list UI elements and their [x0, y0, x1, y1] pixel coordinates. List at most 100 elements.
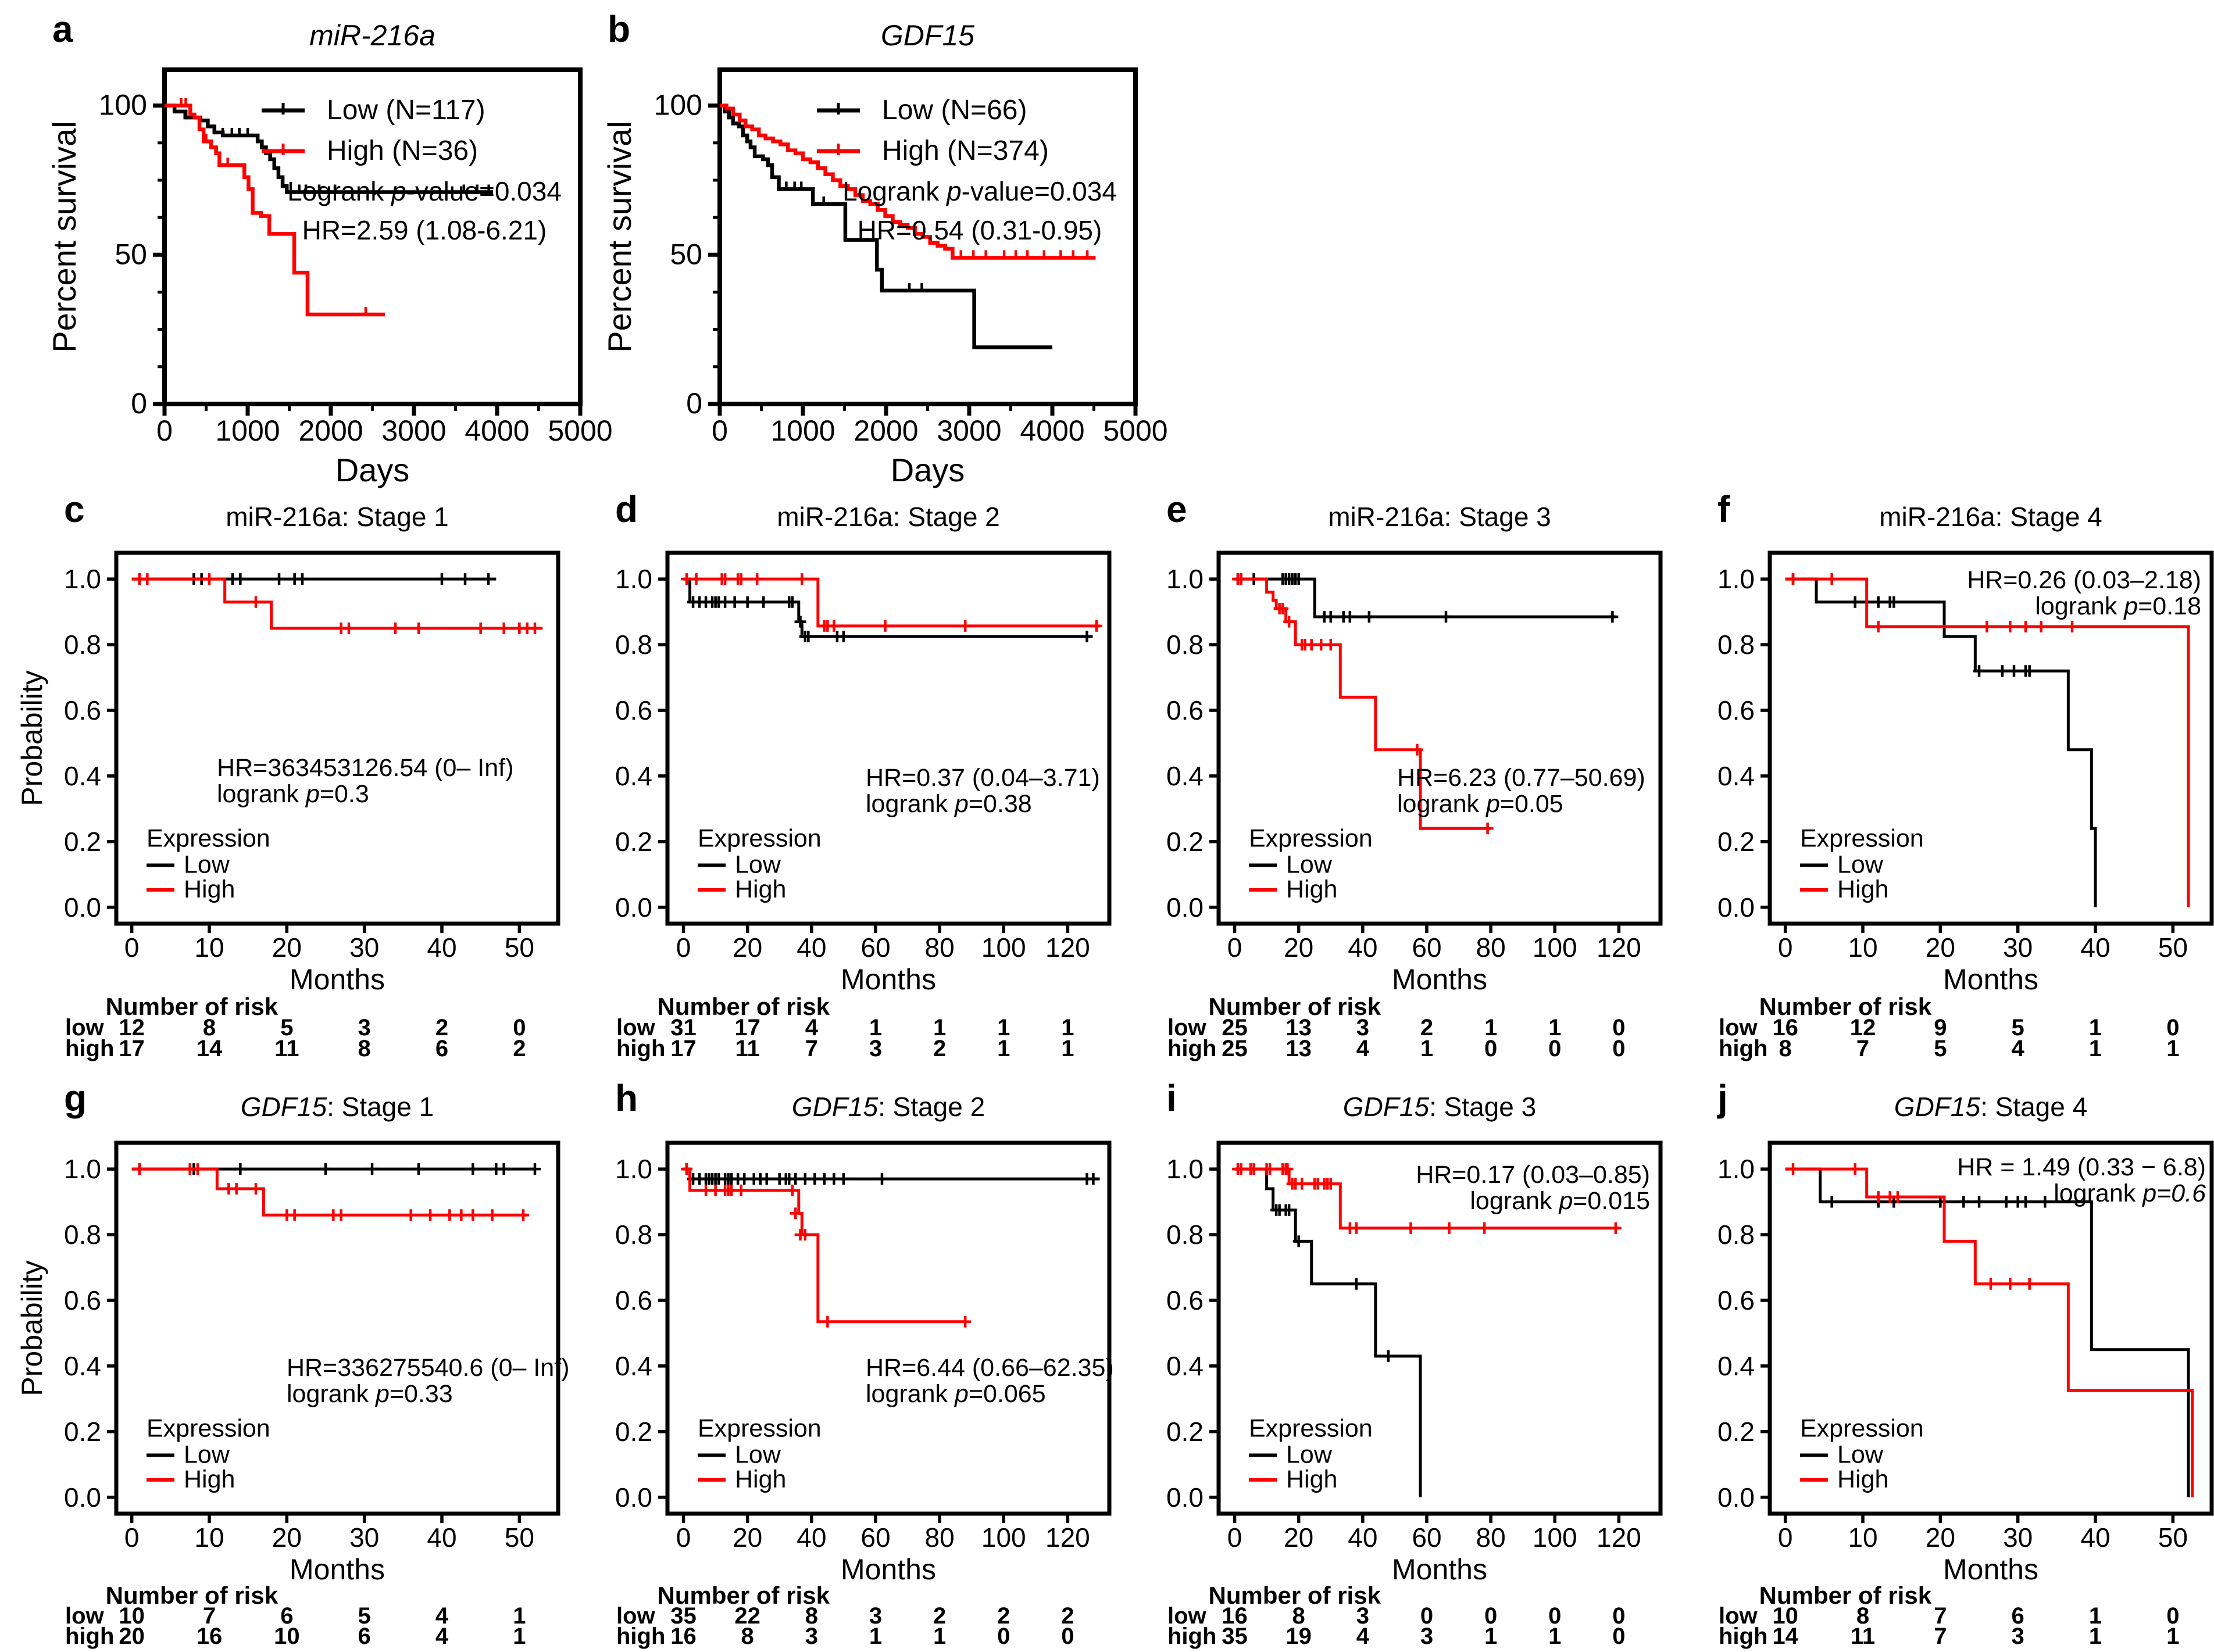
risk-table-header: Number of risk: [658, 993, 830, 1020]
x-tick-label: 2000: [854, 414, 918, 447]
y-tick-label: 0.8: [64, 1220, 101, 1250]
panel-label-g: g: [64, 1077, 87, 1119]
risk-table-header: Number of risk: [106, 1582, 278, 1609]
risk-value-low: 2: [435, 1015, 448, 1040]
x-tick-label: 60: [1412, 1522, 1441, 1553]
risk-value-low: 1: [933, 1015, 946, 1040]
y-tick-label: 50: [670, 238, 702, 270]
panel-title-b: GDF15: [881, 19, 974, 52]
censor-mark: [2020, 621, 2031, 633]
risk-value-high: 13: [1285, 1036, 1312, 1061]
censor-mark: [1892, 1191, 1904, 1203]
y-tick-label: 1.0: [64, 1154, 101, 1184]
risk-value-low: 3: [358, 1015, 371, 1040]
x-tick-label: 3000: [381, 414, 446, 447]
x-axis-label: Months: [290, 963, 385, 996]
y-tick-label: 100: [99, 89, 147, 121]
plot-box: [1767, 550, 2214, 926]
y-tick-label: 0.8: [1717, 1220, 1755, 1250]
y-tick-label: 0: [686, 387, 702, 420]
e-low-series: [1232, 573, 1619, 623]
y-tick-label: 0.2: [1717, 1417, 1755, 1447]
risk-row-label-high: high: [65, 1624, 114, 1649]
x-axis: 0 1000 2000 3000 4000 5000 Days: [712, 404, 1168, 488]
censor-mark: [1324, 1178, 1337, 1190]
risk-value-high: 4: [1356, 1624, 1370, 1649]
censor-mark: [1997, 665, 2008, 677]
risk-value-low: 9: [1934, 1015, 1947, 1040]
censor-mark: [959, 1315, 972, 1328]
censor-mark: [790, 1207, 802, 1220]
risk-value-high: 1: [1548, 1624, 1561, 1649]
x-tick-label: 20: [1284, 1522, 1313, 1553]
expression-legend-label: Low: [735, 850, 781, 878]
censor-mark: [837, 630, 849, 642]
censor-mark: [876, 1173, 888, 1185]
risk-row-label-high: high: [616, 1624, 665, 1649]
risk-value-low: 2: [1420, 1015, 1433, 1040]
x-tick-label: 80: [1476, 1522, 1506, 1553]
i-high-series: [1232, 1163, 1622, 1234]
expression-legend-label: High: [1286, 1465, 1337, 1493]
y-tick-label: 0.6: [615, 1285, 652, 1315]
x-axis: 0 10 20 30 40 50 Months: [124, 924, 534, 996]
censor-mark: [486, 1209, 498, 1221]
x-axis: 0 20 40 60 80 100 120 Months: [1227, 924, 1641, 996]
expression-legend-label: Low: [184, 850, 230, 878]
plot-box: [114, 550, 560, 926]
censor-mark: [335, 1209, 347, 1221]
risk-value-high: 1: [1061, 1036, 1074, 1061]
risk-value-low: 0: [1612, 1015, 1625, 1040]
panel-label-i: i: [1166, 1077, 1177, 1119]
censor-mark: [529, 622, 541, 634]
censor-mark: [719, 573, 731, 585]
risk-value-low: 12: [119, 1015, 145, 1040]
plot-box: [114, 1140, 560, 1516]
censor-mark: [517, 1209, 529, 1221]
censor-mark: [1324, 611, 1337, 623]
x-axis-label: Months: [1392, 1553, 1487, 1586]
y-axis: 0.0 0.2 0.4 0.6 0.8 1.0: [1166, 564, 1219, 922]
c-high-curve: [131, 577, 543, 630]
censor-mark: [1826, 573, 1838, 585]
risk-table-header: Number of risk: [658, 1582, 830, 1609]
y-tick-label: 0.4: [64, 1351, 101, 1381]
stats-text: HR=0.26 (0.03–2.18)logrank p=0.18: [1967, 566, 2201, 620]
risk-value-high: 16: [197, 1624, 223, 1649]
risk-value-high: 11: [1851, 1624, 1875, 1649]
censor-mark: [1606, 611, 1619, 623]
panel-label-b: b: [608, 8, 630, 50]
censor-mark: [1350, 1278, 1362, 1290]
risk-value-low: 16: [1222, 1603, 1248, 1629]
y-tick-label: 0.4: [1166, 761, 1204, 791]
expression-legend-label: High: [735, 1465, 786, 1493]
y-tick-label: 0.0: [615, 892, 652, 922]
risk-value-high: 35: [1222, 1624, 1248, 1649]
censor-mark: [390, 622, 401, 634]
stats-text: HR = 1.49 (0.33 − 6.8)logrank p=0.6: [1957, 1153, 2206, 1207]
censor-mark: [1296, 1178, 1308, 1190]
x-tick-label: 40: [1348, 932, 1377, 963]
x-tick-label: 100: [1533, 1522, 1577, 1553]
y-tick-label: 0.8: [615, 630, 652, 660]
risk-table-header: Number of risk: [106, 993, 278, 1020]
plot-box: [1216, 550, 1663, 926]
censor-mark: [837, 1173, 849, 1185]
y-tick-label: 1.0: [1166, 564, 1204, 594]
risk-value-low: 13: [1285, 1015, 1312, 1040]
x-tick-label: 60: [1412, 932, 1441, 963]
x-tick-label: 40: [797, 1522, 826, 1553]
risk-value-high: 8: [1779, 1036, 1792, 1061]
risk-value-low: 17: [734, 1015, 760, 1040]
risk-value-high: 20: [119, 1624, 145, 1649]
y-axis: 0 50 100 Percent survival: [46, 89, 165, 420]
risk-value-low: 10: [119, 1603, 145, 1629]
y-tick-label: 0.8: [1166, 630, 1204, 660]
risk-value-high: 16: [670, 1624, 697, 1649]
panel-e: e miR-216a: Stage 30 20 40 60 80 100 120Months0…: [1166, 488, 1663, 1061]
risk-value-low: 7: [203, 1603, 216, 1629]
risk-value-low: 1: [1061, 1015, 1074, 1040]
